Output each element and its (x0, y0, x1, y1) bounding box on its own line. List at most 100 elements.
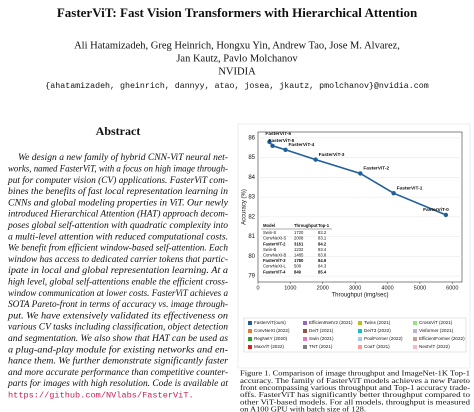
legend-swatch (413, 329, 417, 333)
legend-label: EfficientNetV2 (2021) (309, 320, 353, 325)
table-cell: FasterViT-4 (263, 269, 286, 274)
legend-label: TNT (2021) (309, 344, 333, 349)
legend-label: Swin (2021) (309, 336, 334, 341)
abstract-line: a multi-level attention with reduced com… (8, 232, 228, 242)
x-tick-label: 6000 (446, 285, 458, 291)
legend-label: DeiT3 (2022) (364, 328, 391, 333)
point-label: FasterViT-1 (397, 185, 423, 191)
legend-swatch (413, 337, 417, 341)
y-tick-label: 80 (248, 254, 255, 260)
abstract-line: bines the benefits of fast local represe… (8, 186, 228, 197)
data-point (313, 157, 318, 162)
legend-label: MaxViT (2022) (254, 344, 284, 349)
legend-label: CrossViT (2021) (419, 320, 453, 325)
abstract-line: window has access to dedicated carrier t… (8, 255, 228, 265)
legend-label: DeiT (2021) (309, 328, 334, 333)
x-tick-label: 0 (256, 285, 259, 291)
abstract-line: hance them. We further demonstrate signi… (8, 356, 228, 367)
table-cell: ConvNeXt-L (263, 264, 286, 269)
paper-title: FasterViT: Fast Vision Transformers with… (57, 5, 418, 20)
x-tick-label: 5000 (414, 285, 426, 291)
table-cell: 1232 (294, 247, 304, 252)
legend-swatch (303, 321, 307, 325)
legend-label: RegNetY (2020) (254, 336, 288, 341)
point-label: FasterViT-5 (269, 138, 295, 144)
legend-swatch (303, 329, 307, 333)
legend-swatch (248, 321, 252, 325)
table-cell: 83.2 (318, 230, 327, 235)
x-tick-label: 3000 (349, 285, 361, 291)
data-point (283, 147, 288, 152)
abstract-line: put. We have extensively validated its e… (7, 310, 228, 321)
legend-label: Visformer (2021) (419, 328, 454, 333)
data-point (391, 190, 396, 196)
table-cell: 3161 (294, 241, 304, 246)
abstract-line: We benefit from efficient window-based s… (8, 243, 228, 254)
y-tick-label: 84 (248, 175, 255, 181)
table-cell: Swin-B (263, 247, 276, 252)
caption-line: front encompassing various throughput an… (240, 385, 471, 392)
abstract-line: introduced Hierarchical Attention (HAT) … (8, 209, 228, 220)
table-cell: 1720 (294, 230, 304, 235)
abstract-line: poses global self-attention with quadrat… (7, 220, 228, 231)
abstract-line: CNNs and global modeling properties in V… (8, 198, 229, 208)
legend-swatch (413, 321, 417, 325)
y-axis-label: Accuracy (%) (242, 189, 248, 225)
x-tick-label: 2000 (317, 285, 329, 291)
table-cell: 84.9 (318, 258, 327, 263)
legend-label: PoolFormer (2022) (364, 336, 403, 341)
caption-line: accuracy. The family of FasterViT models… (240, 378, 471, 385)
table-cell: 2008 (294, 236, 304, 241)
table-header: Model (263, 223, 275, 228)
abstract-line: SOTA Pareto-front in terms of accuracy v… (8, 299, 228, 310)
abstract-line: window communication at lower costs. Fas… (8, 289, 228, 299)
data-point (270, 143, 275, 149)
table-cell: 1780 (294, 258, 304, 263)
table-cell: 83.1 (318, 236, 327, 241)
table-cell: 849 (294, 269, 302, 274)
table-cell: 1485 (294, 253, 304, 258)
affiliation: NVIDIA (218, 66, 256, 77)
emails: {ahatamizadeh, gheinrich, dannyy, atao, … (45, 81, 428, 91)
x-tick-label: 1000 (284, 285, 296, 291)
abstract-line: various CV tasks including classificatio… (8, 322, 228, 333)
table-cell: 85.4 (318, 269, 327, 274)
caption-line: on A100 GPU with batch size of 128. (240, 407, 366, 412)
legend-label: NextViT (2022) (419, 344, 450, 349)
x-tick-label: 4000 (381, 285, 393, 291)
data-point (358, 171, 363, 176)
legend-swatch (358, 321, 362, 325)
y-tick-label: 82 (248, 214, 255, 220)
table-cell: 83.8 (318, 253, 327, 258)
legend-swatch (358, 337, 362, 341)
abstract-line: high level, global self-attentions enabl… (8, 276, 228, 287)
legend-swatch (248, 337, 252, 341)
legend-swatch (303, 345, 307, 349)
point-label: FasterViT-6 (265, 131, 291, 137)
legend-label: Twins (2021) (364, 320, 391, 325)
legend-label: EfficientFormer (2022) (419, 336, 465, 341)
legend-label: CoaT (2021) (364, 344, 390, 349)
abstract-heading: Abstract (96, 124, 141, 138)
point-label: FasterViT-2 (363, 166, 389, 172)
legend-swatch (358, 345, 362, 349)
plot-frame (257, 131, 463, 283)
abstract-line: and segmentation. We also show that HAT … (8, 334, 228, 344)
caption-line: offs. FasterViT has significantly better… (240, 392, 471, 399)
legend-swatch (358, 329, 362, 333)
y-tick-label: 83 (248, 195, 255, 201)
table-header: Top-1 (318, 223, 330, 228)
caption-line: other ViT-based models. For all models, … (240, 399, 471, 406)
legend-box (243, 317, 467, 353)
point-label: FasterViT-4 (288, 142, 314, 148)
table-cell: FasterViT-3 (263, 258, 286, 263)
table-cell: ConvNeXt-S (263, 236, 286, 241)
legend-swatch (413, 345, 417, 349)
author-line: Jan Kautz, Pavlo Molchanov (176, 53, 298, 64)
table-cell: 508 (294, 264, 302, 269)
table-cell: 84.3 (318, 264, 327, 269)
legend-swatch (248, 329, 252, 333)
abstract-line: a plug-and-play module for existing netw… (8, 344, 228, 355)
caption-line: Figure 1. Comparison of image throughput… (240, 371, 471, 378)
